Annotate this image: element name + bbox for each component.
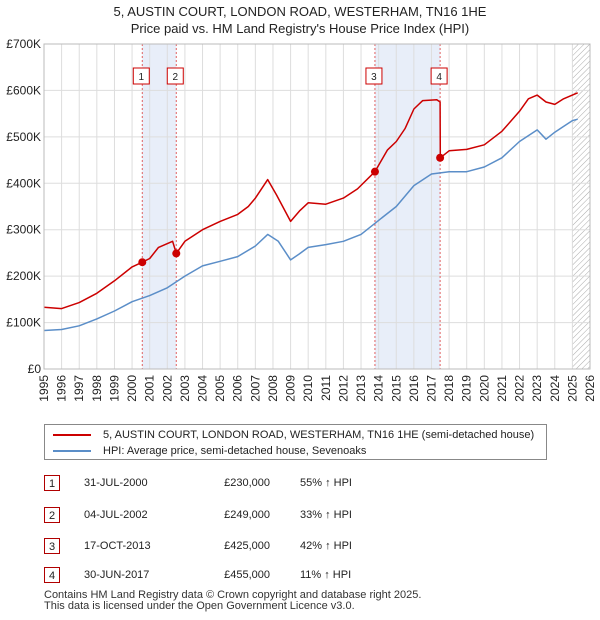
y-tick-label: £0: [28, 362, 42, 376]
x-tick-label: 1998: [90, 375, 104, 402]
sale-price: £425,000: [224, 540, 270, 552]
legend-item-hpi: HPI: Average price, semi-detached house,…: [53, 443, 366, 459]
x-tick-label: 2024: [548, 375, 562, 402]
sale-point: [370, 167, 379, 176]
x-tick-label: 2023: [530, 375, 544, 402]
legend-label-hpi: HPI: Average price, semi-detached house,…: [103, 445, 367, 457]
sales-price-line: [43, 92, 578, 310]
x-tick-label: 2026: [583, 375, 597, 402]
x-tick-label: 2007: [248, 375, 262, 402]
x-tick-label: 2005: [213, 375, 227, 402]
x-tick-label: 2004: [196, 375, 210, 402]
sale-hpi-change: 33% ↑ HPI: [300, 509, 352, 521]
x-tick-label: 2001: [143, 375, 157, 402]
legend-swatch-sales: [53, 434, 91, 436]
sale-label-number: 4: [436, 72, 442, 83]
sale-label-box: [132, 67, 150, 85]
sale-point: [436, 153, 445, 162]
sale-row: 4 30-JUN-2017 £455,000 11% ↑ HPI: [44, 565, 464, 585]
x-tick-label: 2003: [178, 375, 192, 402]
sale-number: 4: [44, 567, 60, 583]
chart-subtitle: Price paid vs. HM Land Registry's House …: [130, 21, 470, 36]
sale-price: £230,000: [224, 477, 270, 489]
sale-row: 3 17-OCT-2013 £425,000 42% ↑ HPI: [44, 536, 464, 556]
sale-date: 04-JUL-2002: [84, 509, 148, 521]
x-tick-label: 2015: [389, 375, 403, 402]
sale-hpi-change: 42% ↑ HPI: [300, 540, 352, 552]
y-tick-label: £300K: [6, 223, 41, 237]
sale-hpi-change: 11% ↑ HPI: [300, 569, 352, 581]
sale-label-box: [365, 67, 383, 85]
x-tick-label: 2016: [407, 375, 421, 402]
sale-hpi-change: 55% ↑ HPI: [300, 477, 352, 489]
plot-area: [44, 44, 590, 369]
y-tick-label: £400K: [6, 176, 41, 190]
hpi-line: [43, 118, 578, 332]
forecast-region: [572, 44, 590, 369]
x-tick-label: 1997: [72, 375, 86, 402]
shaded-period: [374, 44, 441, 369]
x-tick-label: 2009: [284, 375, 298, 402]
x-tick-label: 2019: [460, 375, 474, 402]
x-tick-label: 2012: [336, 375, 350, 402]
footer-line-1: Contains HM Land Registry data © Crown c…: [44, 589, 422, 601]
x-tick-label: 2014: [372, 375, 386, 402]
sale-number: 1: [44, 475, 60, 491]
plot-border: [43, 43, 591, 370]
y-tick-label: £200K: [6, 269, 41, 283]
x-tick-label: 2006: [231, 375, 245, 402]
chart-title: 5, AUSTIN COURT, LONDON ROAD, WESTERHAM,…: [113, 4, 487, 19]
x-tick-label: 1996: [55, 375, 69, 402]
y-tick-label: £100K: [6, 316, 41, 330]
x-tick-label: 2022: [513, 375, 527, 402]
sale-number: 2: [44, 507, 60, 523]
x-tick-label: 2000: [125, 375, 139, 402]
x-tick-label: 2017: [424, 375, 438, 402]
x-tick-label: 2002: [160, 375, 174, 402]
price-chart: 1 2 3 4 £0 £100K £200K £300K £400K £500K £600K £70…: [6, 37, 597, 402]
footer-line-2: This data is licensed under the Open Gov…: [44, 600, 355, 612]
y-tick-label: £500K: [6, 130, 41, 144]
x-tick-label: 2008: [266, 375, 280, 402]
sale-row: 1 31-JUL-2000 £230,000 55% ↑ HPI: [44, 473, 464, 493]
sale-price: £249,000: [224, 509, 270, 521]
sale-number: 3: [44, 538, 60, 554]
shaded-period: [142, 44, 177, 369]
sale-point: [172, 249, 181, 258]
sale-point: [138, 258, 147, 267]
x-tick-label: 2018: [442, 375, 456, 402]
x-tick-label: 2021: [495, 375, 509, 402]
sale-row: 2 04-JUL-2002 £249,000 33% ↑ HPI: [44, 505, 464, 525]
sale-date: 30-JUN-2017: [84, 569, 150, 581]
footer-attribution: Contains HM Land Registry data © Crown c…: [44, 590, 421, 612]
x-tick-label: 2025: [565, 375, 579, 402]
sale-label-number: 2: [172, 72, 178, 83]
y-tick-label: £600K: [6, 83, 41, 97]
sale-date: 31-JUL-2000: [84, 477, 148, 489]
chart-legend: 5, AUSTIN COURT, LONDON ROAD, WESTERHAM,…: [44, 424, 547, 460]
legend-item-sales: 5, AUSTIN COURT, LONDON ROAD, WESTERHAM,…: [53, 427, 534, 443]
x-tick-label: 2020: [477, 375, 491, 402]
sale-label-box: [166, 67, 184, 85]
legend-label-sales: 5, AUSTIN COURT, LONDON ROAD, WESTERHAM,…: [103, 429, 535, 441]
x-tick-label: 1995: [37, 375, 51, 402]
sale-price: £455,000: [224, 569, 270, 581]
sale-date: 17-OCT-2013: [84, 540, 151, 552]
x-tick-label: 2013: [354, 375, 368, 402]
x-tick-label: 2011: [319, 375, 333, 401]
sale-label-number: 1: [138, 72, 144, 83]
legend-swatch-hpi: [53, 450, 91, 452]
x-tick-label: 2010: [301, 375, 315, 402]
sale-label-box: [430, 67, 448, 85]
y-tick-label: £700K: [6, 37, 41, 51]
sale-label-number: 3: [371, 72, 377, 83]
x-tick-label: 1999: [107, 375, 121, 402]
